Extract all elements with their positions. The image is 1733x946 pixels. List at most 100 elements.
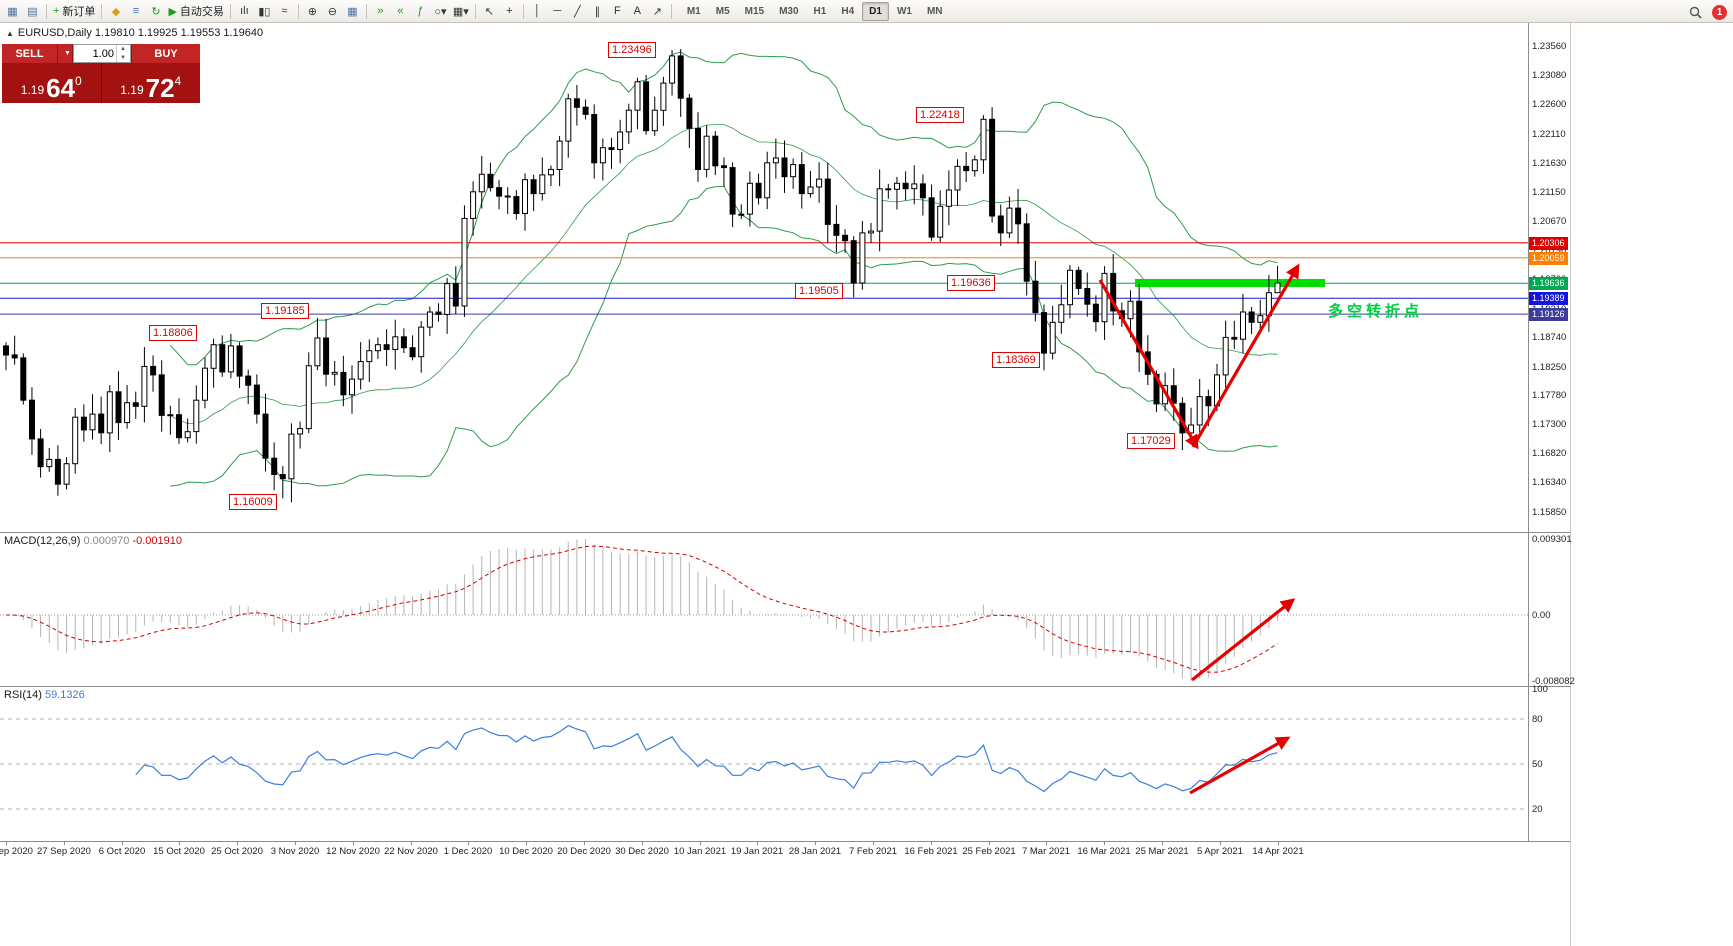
volume-up-icon[interactable]: ▲ [120, 46, 126, 53]
tf-m15-button[interactable]: M15 [744, 5, 765, 17]
price-scale-label: 1.18740 [1532, 332, 1567, 343]
vertical-line-tool-icon[interactable]: │ [533, 5, 541, 17]
autotrade-button[interactable]: ▶ 自动交易 [168, 5, 224, 19]
date-tick [468, 842, 469, 845]
macd-trend-arrow[interactable] [1191, 598, 1296, 682]
toolbar-separator [474, 3, 476, 19]
date-tick [873, 842, 874, 845]
price-scale-label: 1.21150 [1532, 187, 1566, 198]
chart-window[interactable]: ▲ EURUSD,Daily 1.19810 1.19925 1.19553 1… [0, 23, 1575, 859]
periods-dropdown-icon[interactable]: ○▾ [434, 5, 447, 18]
price-annotation-label[interactable]: 1.18806 [149, 325, 197, 341]
trend-arrow[interactable] [1191, 263, 1300, 448]
toolbar-separator [101, 3, 103, 19]
collapse-arrow-icon[interactable]: ▲ [6, 28, 14, 38]
price-annotation-label[interactable]: 1.16009 [229, 494, 277, 510]
volume-stepper: ▲ ▼ [73, 44, 131, 63]
fibonacci-tool-icon[interactable]: F [613, 5, 621, 17]
one-click-trade-panel: SELL ▼ ▲ ▼ BUY 1.19 64 0 1.19 72 4 [2, 44, 200, 103]
price-annotation-label[interactable]: 1.18369 [992, 352, 1040, 368]
arrows-tool-icon[interactable]: ↗ [652, 5, 662, 18]
date-tick [989, 842, 990, 845]
macd-panel-separator[interactable] [0, 532, 1570, 533]
market-depth-icon[interactable]: ≡ [132, 5, 140, 17]
symbols-icon[interactable]: ◆ [111, 5, 121, 18]
date-tick [295, 842, 296, 845]
tf-h4-button[interactable]: H4 [841, 5, 855, 17]
horizontal-line-tool-icon[interactable]: ─ [553, 5, 562, 17]
tile-windows-icon[interactable]: ▦ [347, 5, 358, 18]
trend-arrow[interactable] [1098, 279, 1199, 450]
date-tick [1104, 842, 1105, 845]
price-tag: 1.19126 [1529, 308, 1568, 321]
macd-signal-line [5, 545, 1278, 673]
price-annotation-label[interactable]: 1.17029 [1127, 433, 1175, 449]
tf-m1-button[interactable]: M1 [686, 5, 701, 17]
buy-price-display[interactable]: 1.19 72 4 [101, 63, 200, 103]
empty-workspace [1570, 23, 1733, 946]
trendline-tool-icon[interactable]: ╱ [574, 5, 581, 18]
notification-badge[interactable]: 1 [1712, 5, 1727, 20]
macd-label: MACD(12,26,9) 0.000970 -0.001910 [4, 535, 182, 547]
date-tick [815, 842, 816, 845]
price-annotation-label[interactable]: 1.19505 [795, 283, 843, 299]
zoom-out-icon[interactable]: ⊖ [327, 5, 338, 18]
cursor-icon[interactable]: ↖ [484, 5, 494, 18]
refresh-icon[interactable]: ↻ [151, 5, 161, 18]
new-chart-icon[interactable]: ▦ [7, 5, 18, 18]
buy-button[interactable]: BUY [131, 44, 200, 63]
green-highlight-bar[interactable] [1135, 279, 1325, 287]
bar-chart-icon[interactable]: ılı [240, 5, 249, 17]
price-annotation-label[interactable]: 1.23496 [608, 42, 656, 58]
line-chart-icon[interactable]: ≈ [281, 5, 288, 17]
sell-options-caret-icon[interactable]: ▼ [58, 44, 73, 63]
new-order-button[interactable]: + 新订单 [53, 5, 96, 18]
zoom-in-icon[interactable]: ⊕ [307, 5, 318, 18]
chart-profiles-icon[interactable]: ▤ [27, 5, 38, 18]
price-scale-label: 1.23560 [1532, 41, 1567, 52]
chart-shift-icon[interactable]: « [397, 5, 404, 17]
toolbar-separator [522, 3, 524, 19]
date-label: 6 Oct 2020 [98, 846, 146, 857]
volume-input[interactable] [74, 45, 116, 62]
price-scale-label: 1.21630 [1532, 158, 1567, 169]
tf-mn-button[interactable]: MN [926, 5, 943, 17]
tf-h1-button[interactable]: H1 [813, 5, 827, 17]
macd-panel[interactable] [0, 533, 1528, 686]
crosshair-icon[interactable]: + [506, 5, 513, 17]
price-scale-label: 1.23080 [1532, 70, 1567, 81]
price-annotation-label[interactable]: 1.19185 [261, 303, 309, 319]
text-tool-icon[interactable]: A [633, 5, 641, 17]
date-tick [526, 842, 527, 845]
sell-button[interactable]: SELL [2, 44, 58, 63]
tf-d1-button[interactable]: D1 [862, 1, 889, 21]
rsi-panel-separator[interactable] [0, 686, 1570, 687]
date-tick [122, 842, 123, 845]
candlestick-chart-icon[interactable]: ▮▯ [258, 5, 271, 18]
date-label: 20 Dec 2020 [557, 846, 611, 857]
price-tag: 1.19636 [1529, 277, 1568, 290]
price-annotation-label[interactable]: 1.22418 [916, 107, 964, 123]
date-axis[interactable]: 17 Sep 2020 27 Sep 2020 6 Oct 2020 15 Oct 2… [0, 841, 1570, 859]
auto-scroll-icon[interactable]: » [377, 5, 384, 17]
rsi-trend-arrow[interactable] [1189, 736, 1291, 795]
price-scale-label: 1.20190 [1532, 245, 1567, 256]
price-scale-label: 1.16820 [1532, 448, 1567, 459]
cn-annotation-text[interactable]: 多空转折点 [1328, 303, 1424, 320]
tf-w1-button[interactable]: W1 [896, 5, 912, 17]
date-label: 7 Mar 2021 [1021, 846, 1071, 857]
channel-tool-icon[interactable]: ∥ [594, 5, 601, 18]
price-tag: 1.20306 [1529, 237, 1568, 250]
sell-price-display[interactable]: 1.19 64 0 [2, 63, 102, 103]
rsi-panel[interactable] [0, 687, 1528, 841]
price-annotation-label[interactable]: 1.19636 [947, 275, 995, 291]
volume-down-icon[interactable]: ▼ [120, 54, 126, 61]
indicators-icon[interactable]: ƒ [417, 5, 424, 17]
tf-m5-button[interactable]: M5 [715, 5, 730, 17]
date-label: 27 Sep 2020 [37, 846, 91, 857]
templates-dropdown-icon[interactable]: ▦▾ [452, 5, 469, 18]
main-price-chart[interactable] [0, 23, 1570, 532]
price-scale-label: 1.22600 [1532, 99, 1567, 110]
tf-m30-button[interactable]: M30 [779, 5, 799, 17]
search-icon[interactable] [1686, 3, 1705, 22]
